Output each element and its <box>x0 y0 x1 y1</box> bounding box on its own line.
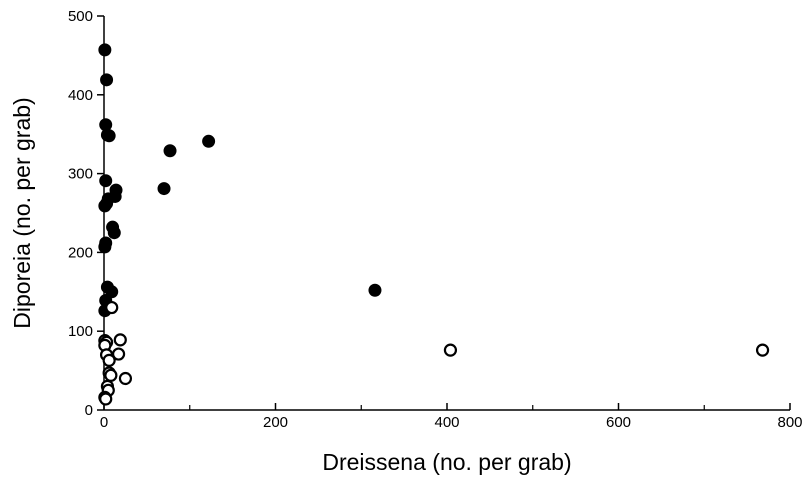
filled-point-4 <box>102 129 116 143</box>
filled-point-18 <box>368 283 382 297</box>
y-axis-title: Diporeia (no. per grab) <box>9 97 35 328</box>
filled-point-16 <box>163 144 177 158</box>
open-point-14 <box>99 392 113 406</box>
y-tick-label-300: 300 <box>68 166 93 183</box>
y-tick-label-100: 100 <box>68 323 93 340</box>
x-tick-label-0: 0 <box>100 414 108 431</box>
y-tick-label-200: 200 <box>68 244 93 261</box>
x-axis-title: Dreissena (no. per grab) <box>322 449 571 475</box>
filled-point-1 <box>100 73 114 87</box>
open-point-15 <box>443 343 458 357</box>
open-point-10 <box>118 371 133 386</box>
open-point-16 <box>755 343 770 357</box>
axis-ticks <box>97 15 791 411</box>
x-tick-label-600: 600 <box>606 414 631 431</box>
x-tick-label-200: 200 <box>263 414 288 431</box>
filled-point-5 <box>99 174 113 188</box>
tick-labels: 0 100 200 300 400 500 0 200 400 600 800 <box>68 8 803 431</box>
open-point-3 <box>113 333 127 347</box>
x-tick-label-400: 400 <box>434 414 459 431</box>
y-tick-label-500: 500 <box>68 8 93 25</box>
open-point-0 <box>105 300 119 315</box>
y-tick-label-400: 400 <box>68 87 93 104</box>
filled-point-14 <box>107 226 121 240</box>
filled-point-0 <box>98 43 112 57</box>
filled-point-17 <box>202 134 216 148</box>
data-points <box>98 43 770 406</box>
filled-point-10 <box>98 240 112 254</box>
x-tick-label-800: 800 <box>777 414 802 431</box>
filled-point-12 <box>108 189 122 203</box>
open-point-9 <box>104 368 118 382</box>
filled-point-15 <box>157 182 171 196</box>
open-point-7 <box>102 353 116 367</box>
y-tick-label-0: 0 <box>85 402 93 419</box>
